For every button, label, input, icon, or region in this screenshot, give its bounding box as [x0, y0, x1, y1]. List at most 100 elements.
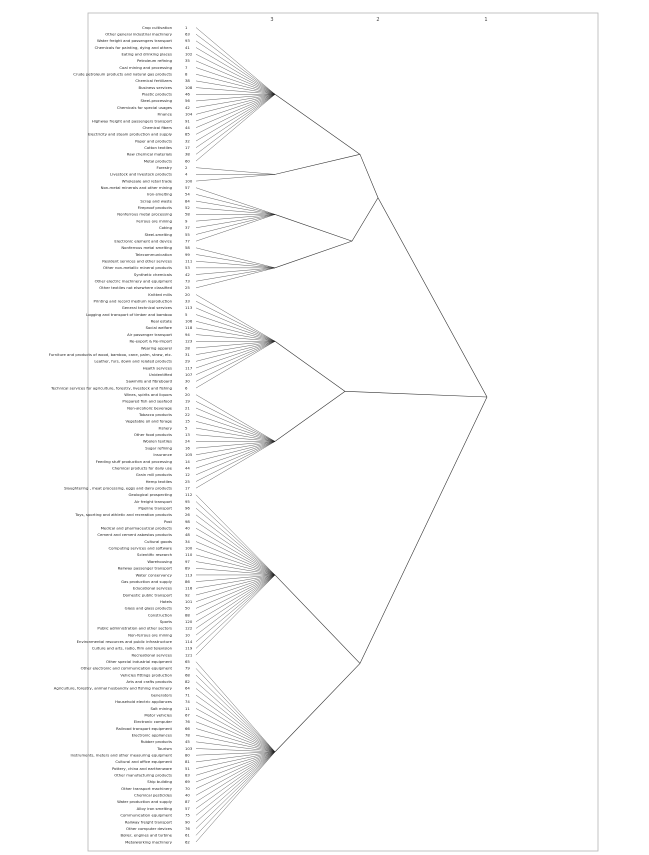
leaf-branch — [195, 661, 276, 752]
leaf-code: 62 — [185, 839, 190, 844]
leaf-label: Coking — [159, 225, 173, 230]
leaf-label: Petroleum refining — [137, 58, 173, 63]
leaf-code: 40 — [185, 526, 190, 531]
leaf-label: Coal mining and processing — [119, 65, 172, 70]
leaf-label: General technical services — [122, 305, 172, 310]
leaf-code: 7 — [185, 65, 188, 70]
leaf-branch — [195, 87, 276, 95]
leaf-branch — [195, 341, 276, 382]
leaf-branch — [195, 751, 276, 836]
leaf-label: Crude petroleum products and natural gas… — [73, 72, 172, 77]
leaf-code: 90 — [185, 819, 190, 824]
leaf-branch — [195, 574, 276, 622]
leaf-label: Fireproof products — [138, 205, 172, 210]
leaf-branch — [195, 214, 276, 242]
leaf-label: Air passenger transport — [127, 332, 172, 337]
leaf-code: 5 — [185, 425, 188, 430]
leaf-branch — [195, 94, 276, 115]
leaf-label: Hotels — [160, 599, 172, 604]
leaf-code: 87 — [185, 799, 190, 804]
leaf-code: 16 — [185, 445, 190, 450]
leaf-code: 61 — [185, 833, 190, 838]
leaf-branch — [195, 267, 276, 275]
leaf-label: Railroad transport equipment — [116, 726, 173, 731]
leaf-label: Construction — [148, 612, 173, 617]
leaf-code: 25 — [185, 285, 190, 290]
leaf-label: Electronic computer — [134, 719, 173, 724]
leaf-branch — [195, 407, 276, 442]
leaf-label: Rubber products — [141, 739, 172, 744]
leaf-label: Geological prospecting — [128, 492, 172, 497]
leaf-label: Agriculture, forestry, animal husbandry … — [54, 686, 173, 691]
leaf-label: Other non-metallic mineral products — [103, 265, 172, 270]
leaf-label: Other special industrial equipment — [106, 659, 172, 664]
leaf-label: Metalworking machinery — [125, 839, 173, 844]
leaf-branch — [195, 574, 276, 649]
leaf-branch — [195, 751, 276, 796]
leaf-code: 122 — [185, 626, 193, 631]
leaf-code: 66 — [185, 726, 190, 731]
leaf-code: 56 — [185, 98, 190, 103]
leaf-label: Ship building — [147, 779, 172, 784]
leaf-code: 112 — [185, 492, 193, 497]
leaf-branch — [195, 574, 276, 629]
leaf-branch — [195, 341, 276, 355]
leaf-label: Social welfare — [146, 325, 173, 330]
leaf-label: Electricity and steam production and sup… — [88, 132, 173, 137]
leaf-label: Eating and drinking places — [121, 52, 172, 57]
leaf-code: 82 — [185, 679, 190, 684]
leaf-code: 84 — [185, 198, 190, 203]
leaf-code: 46 — [185, 92, 190, 97]
leaf-label: Cultural goods — [144, 539, 172, 544]
leaf-code: 57 — [185, 185, 190, 190]
leaf-branch — [195, 94, 276, 162]
leaf-branch — [195, 441, 276, 482]
leaf-branch — [195, 74, 276, 95]
leaf-label: Ferrous ore mining — [136, 218, 172, 223]
leaf-label: Paper and products — [135, 138, 172, 143]
leaf-code: 94 — [185, 332, 190, 337]
plot-border — [87, 12, 599, 852]
leaf-label: Other manufacturing products — [114, 773, 172, 778]
leaf-branch — [195, 94, 276, 128]
leaf-branch — [195, 751, 276, 809]
leaf-code: 100 — [185, 178, 193, 183]
leaf-label: Telecommunication — [134, 252, 172, 257]
leaf-code: 30 — [185, 379, 190, 384]
leaf-code: 40 — [185, 793, 190, 798]
leaf-label: Plastic products — [142, 92, 172, 97]
leaf-branch — [195, 501, 276, 576]
leaf-label: Nonferrous metal processing — [117, 212, 172, 217]
leaf-label: Toys, sporting and athletic and recreati… — [74, 512, 172, 517]
leaf-label: Leather, furs, down and related products — [94, 359, 172, 364]
leaf-code: 15 — [185, 419, 190, 424]
leaf-code: 50 — [185, 606, 190, 611]
leaf-code: 97 — [185, 559, 190, 564]
leaf-code: 54 — [185, 192, 190, 197]
leaf-label: Chemical products for daily use — [112, 465, 173, 470]
leaf-label: Other food products — [134, 432, 172, 437]
leaf-code: 1 — [185, 25, 188, 30]
leaf-code: 48 — [185, 532, 190, 537]
leaf-branch — [195, 514, 276, 576]
leaf-branch — [195, 94, 276, 148]
leaf-label: Re-export & Re-import — [129, 339, 172, 344]
leaf-code: 29 — [185, 359, 190, 364]
leaf-code: 110 — [185, 552, 193, 557]
leaf-code: 99 — [185, 252, 190, 257]
leaf-code: 123 — [185, 339, 193, 344]
merge-clusters-6-7 — [274, 663, 361, 753]
leaf-code: 107 — [185, 372, 193, 377]
leaf-branch — [195, 574, 276, 642]
leaf-code: 20 — [185, 292, 190, 297]
leaf-label: Highway freight and passengers transport — [92, 118, 173, 123]
leaf-label: Other computer devices — [126, 826, 172, 831]
leaf-branch — [195, 574, 276, 596]
leaf-label: Boiler, engines and turbine — [121, 833, 173, 838]
leaf-branch — [195, 394, 276, 442]
leaf-code: 101 — [185, 599, 193, 604]
leaf-label: Chemical pesticides — [134, 793, 172, 798]
leaf-label: Recreational services — [132, 652, 172, 657]
leaf-label: Other textiles not elsewhere classified — [99, 285, 172, 290]
leaf-branch — [195, 254, 276, 269]
